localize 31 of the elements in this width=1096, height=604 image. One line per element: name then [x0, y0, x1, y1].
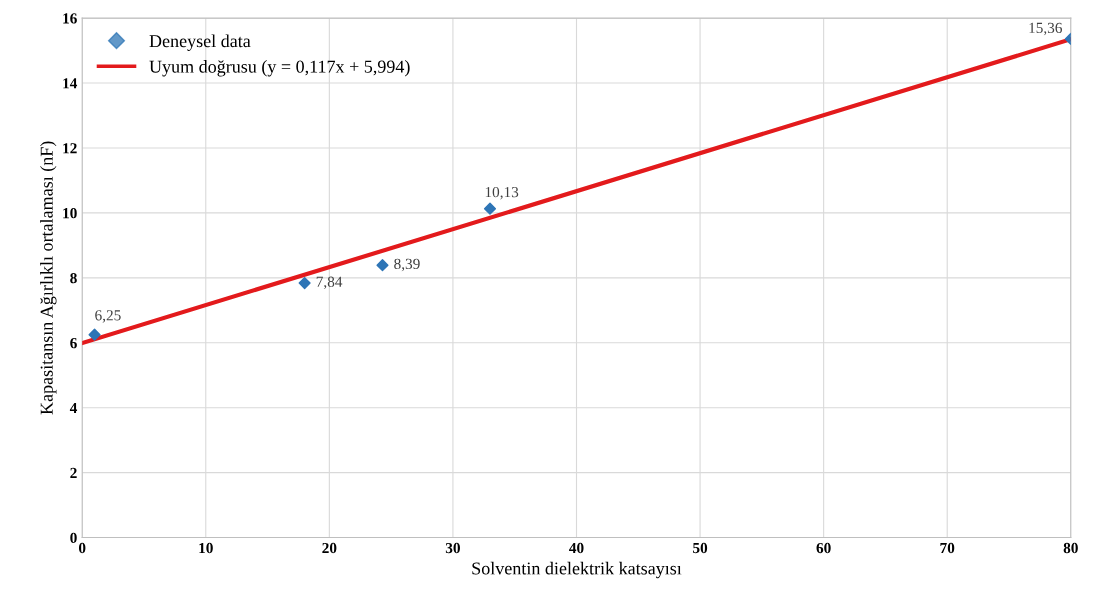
data-label: 15,36	[1029, 22, 1062, 36]
x-tick-label: 50	[693, 542, 708, 554]
data-label: 10,13	[485, 186, 519, 200]
x-tick-label: 70	[940, 542, 955, 554]
point	[376, 259, 389, 272]
data-label: 6,25	[95, 310, 121, 323]
y-axis-title: Kapasitansın Ağırlıklı ortalaması (nF)	[40, 141, 57, 415]
y-tick-label: 12	[63, 143, 77, 154]
point	[483, 202, 497, 215]
x-tick-label: 60	[816, 542, 831, 554]
point	[298, 276, 311, 290]
x-axis-title: Solventin dielektrik katsayısı	[472, 561, 682, 579]
y-tick-label: 6	[70, 337, 77, 349]
legend-label: Deneysel data	[149, 34, 251, 51]
y-tick-label: 14	[63, 78, 78, 89]
y-tick-label: 4	[69, 402, 78, 413]
y-tick-label: 16	[63, 13, 77, 24]
x-tick-label: 10	[199, 542, 213, 554]
x-tick-label: 20	[322, 542, 337, 554]
x-tick-label: 80	[1063, 542, 1078, 554]
data-label: 8,39	[394, 258, 420, 272]
x-tick-label: 0	[78, 542, 86, 554]
y-tick-label: 10	[63, 208, 77, 219]
point	[88, 328, 101, 341]
data-label: 7,84	[316, 276, 343, 290]
y-tick-label: 8	[70, 272, 77, 284]
y-tick-label: 0	[70, 532, 77, 544]
legend-label: Uyum doğrusu (y = 0,117x + 5,994)	[149, 60, 410, 77]
x-tick-label: 30	[445, 542, 460, 554]
x-tick-label: 40	[569, 542, 584, 554]
y-tick-label: 2	[70, 467, 77, 478]
